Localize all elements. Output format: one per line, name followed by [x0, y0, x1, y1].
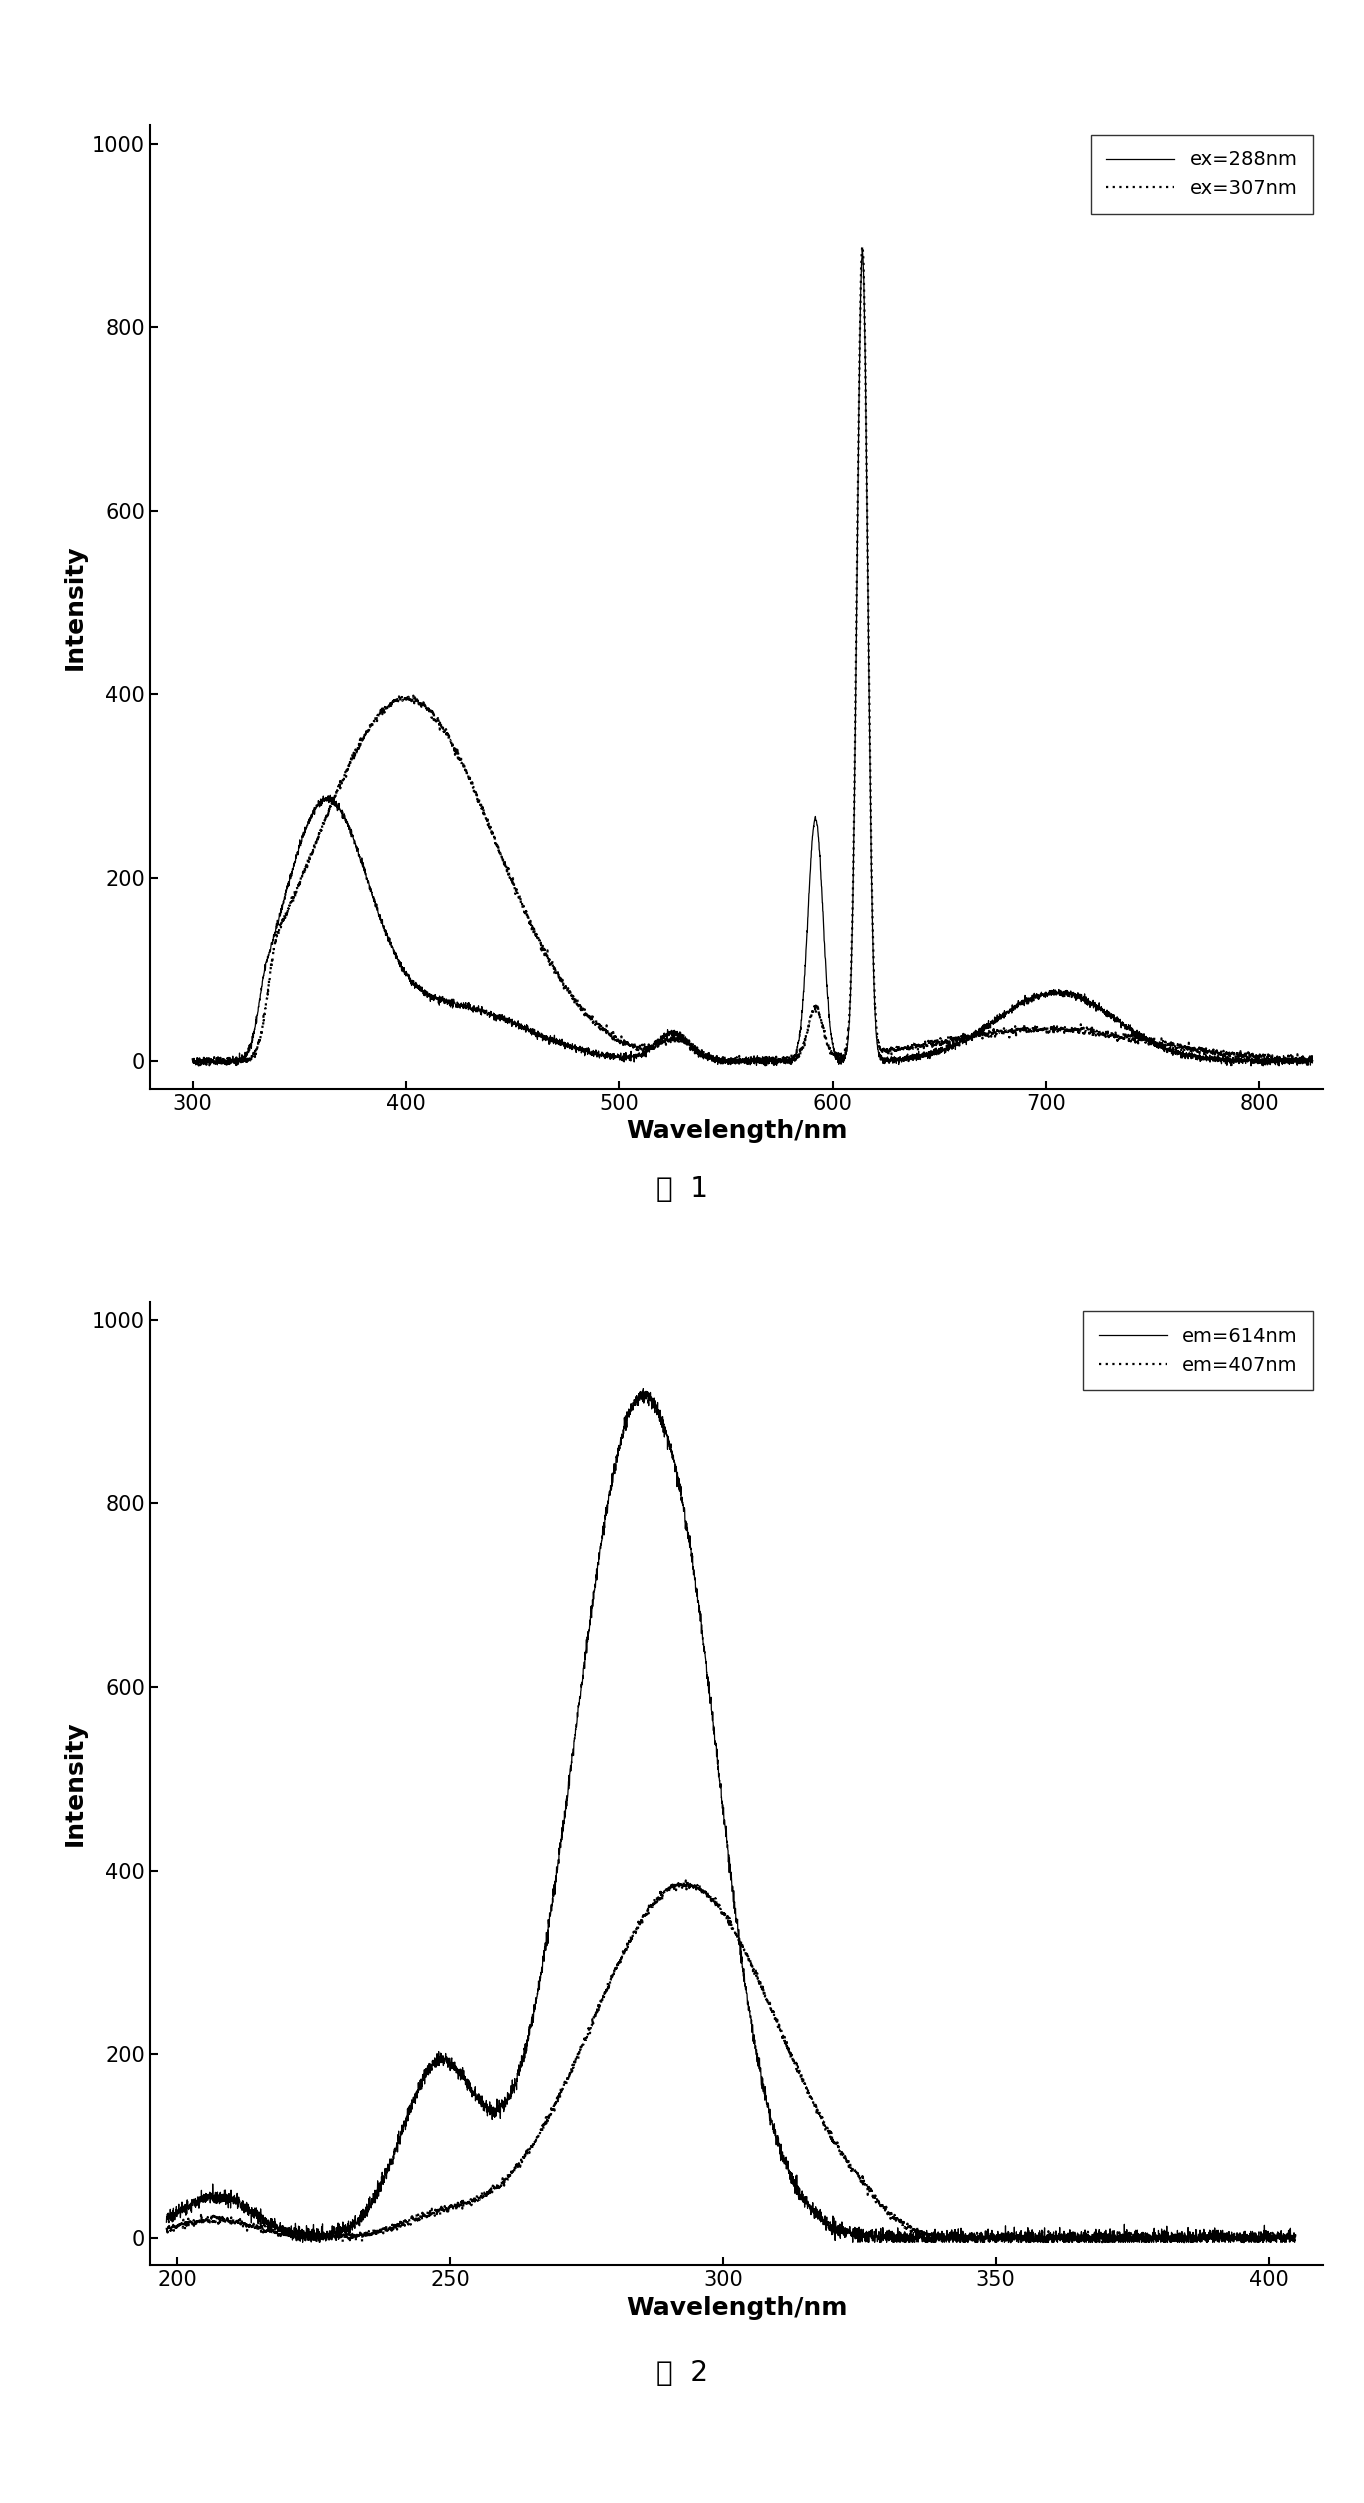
Line: em=407nm: em=407nm — [166, 1880, 1296, 2243]
em=407nm — [836, 2143, 852, 2173]
em=407nm — [158, 2215, 175, 2245]
ex=288nm — [854, 235, 870, 265]
Line: ex=307nm: ex=307nm — [192, 248, 1312, 1066]
em=407nm — [1087, 2223, 1103, 2253]
ex=288nm — [1020, 989, 1037, 1019]
ex=307nm — [857, 298, 873, 328]
X-axis label: Wavelength/nm: Wavelength/nm — [626, 1119, 847, 1144]
em=614nm — [1087, 2223, 1103, 2253]
ex=307nm — [1106, 1021, 1123, 1051]
Legend: em=614nm, em=407nm: em=614nm, em=407nm — [1083, 1312, 1314, 1389]
em=614nm — [1288, 2220, 1304, 2250]
em=614nm — [295, 2228, 311, 2258]
ex=288nm — [913, 1039, 929, 1069]
em=614nm — [636, 1374, 652, 1404]
em=407nm — [678, 1865, 694, 1895]
ex=307nm — [191, 1051, 207, 1081]
em=614nm — [158, 2208, 175, 2238]
em=407nm — [1288, 2225, 1304, 2255]
Legend: ex=288nm, ex=307nm: ex=288nm, ex=307nm — [1091, 135, 1314, 213]
ex=288nm — [857, 310, 873, 340]
em=407nm — [363, 2218, 379, 2248]
em=614nm — [591, 1547, 607, 1577]
Y-axis label: Intensity: Intensity — [63, 1720, 87, 1847]
em=614nm — [1001, 2220, 1018, 2250]
Line: em=614nm: em=614nm — [166, 1389, 1296, 2243]
Y-axis label: Intensity: Intensity — [63, 543, 87, 671]
ex=307nm — [913, 1034, 929, 1064]
ex=307nm — [1020, 1014, 1037, 1044]
ex=288nm — [612, 1039, 629, 1069]
ex=307nm — [854, 233, 870, 263]
em=407nm — [1001, 2225, 1018, 2255]
Text: 图  2: 图 2 — [656, 2358, 708, 2388]
em=614nm — [836, 2218, 852, 2248]
Text: 图  1: 图 1 — [656, 1174, 708, 1204]
Line: ex=288nm: ex=288nm — [192, 250, 1312, 1066]
ex=307nm — [389, 686, 405, 716]
em=614nm — [893, 2220, 910, 2250]
em=614nm — [364, 2190, 381, 2220]
ex=288nm — [1106, 999, 1123, 1029]
em=407nm — [1061, 2228, 1078, 2258]
ex=288nm — [201, 1051, 217, 1081]
X-axis label: Wavelength/nm: Wavelength/nm — [626, 2295, 847, 2320]
ex=307nm — [1304, 1046, 1320, 1076]
ex=288nm — [389, 939, 405, 969]
ex=288nm — [1304, 1049, 1320, 1079]
em=407nm — [893, 2205, 910, 2235]
ex=288nm — [184, 1046, 201, 1076]
em=407nm — [589, 1992, 606, 2022]
ex=307nm — [612, 1026, 629, 1056]
ex=307nm — [184, 1044, 201, 1074]
